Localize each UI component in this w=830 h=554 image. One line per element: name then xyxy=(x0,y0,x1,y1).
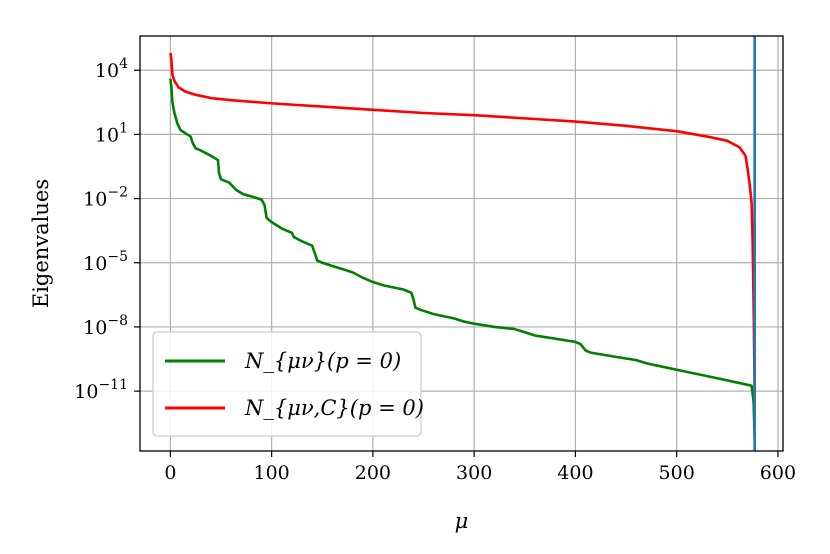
y-tick-label: 10−2 xyxy=(83,185,128,211)
x-tick-label: 600 xyxy=(760,462,796,484)
x-tick-label: 500 xyxy=(659,462,695,484)
y-axis-label: Eigenvalues xyxy=(29,179,53,308)
x-tick-label: 100 xyxy=(254,462,290,484)
legend: N_{μν}(p = 0) N_{μν,C}(p = 0) xyxy=(152,331,424,437)
legend-label-n-mu-nu-c: N_{μν,C}(p = 0) xyxy=(244,396,424,420)
x-axis-label: μ xyxy=(455,509,469,533)
y-tick-label: 10−5 xyxy=(83,249,128,275)
legend-box xyxy=(152,331,422,437)
x-gridlines xyxy=(169,36,779,451)
x-tick-label: 400 xyxy=(557,462,593,484)
series-line-1 xyxy=(169,52,756,392)
x-axis-ticks: 0 100 200 300 400 500 600 xyxy=(164,451,796,484)
x-tick-label: 0 xyxy=(164,462,176,484)
y-tick-label: 104 xyxy=(95,56,128,82)
x-tick-label: 300 xyxy=(456,462,492,484)
series-layer xyxy=(169,52,756,439)
y-tick-label: 101 xyxy=(95,120,128,146)
plot-area-frame xyxy=(139,35,784,452)
y-tick-label: 10−11 xyxy=(74,377,128,403)
y-tick-label: 10−8 xyxy=(83,313,128,339)
legend-label-n-mu-nu: N_{μν}(p = 0) xyxy=(244,349,401,373)
x-tick-label: 200 xyxy=(355,462,391,484)
series-line-0 xyxy=(169,78,756,439)
y-axis-ticks: 104 101 10−2 10−5 10−8 10−11 xyxy=(74,56,140,403)
